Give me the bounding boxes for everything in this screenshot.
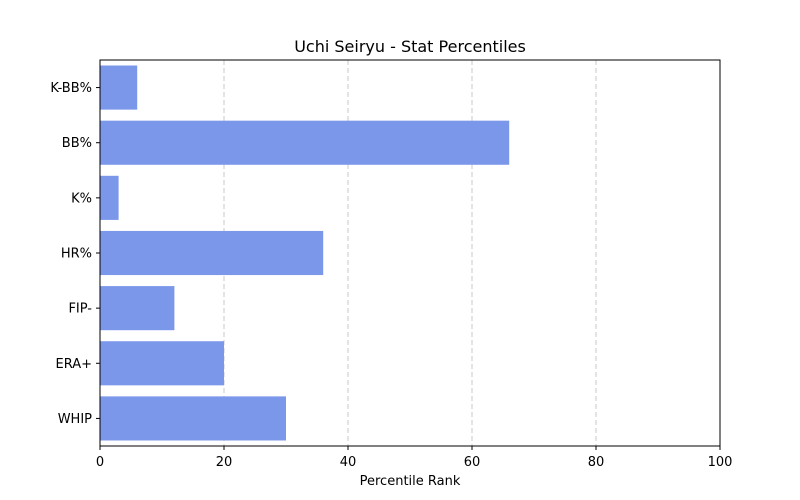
y-tick-label: ERA+ [55,357,92,372]
x-tick-label: 100 [708,455,733,470]
bar-whip [100,396,286,441]
bar-fip- [100,286,175,331]
x-tick-label: 60 [464,455,481,470]
chart-title: Uchi Seiryu - Stat Percentiles [294,37,526,56]
x-tick-label: 20 [216,455,233,470]
bar-k-bb- [100,65,138,110]
x-tick-label: 40 [340,455,357,470]
y-tick-label: K% [71,191,92,206]
bar-bb- [100,120,510,165]
x-tick-label: 0 [96,455,104,470]
bar-hr- [100,230,324,276]
y-tick-label: FIP- [68,302,92,317]
bars [100,65,510,441]
bar-era- [100,341,224,386]
y-tick-label: BB% [62,136,92,151]
bar-k- [100,175,119,220]
y-tick-label: K-BB% [50,81,92,96]
y-tick-label: HR% [61,247,92,262]
y-tick-label: WHIP [58,412,92,427]
y-axis: K-BB% BB% K% HR% FIP- ERA+ WHIP [50,81,100,427]
x-axis-label: Percentile Rank [360,474,461,489]
x-axis: 0 20 40 60 80 100 [96,446,733,470]
x-tick-label: 80 [588,455,605,470]
